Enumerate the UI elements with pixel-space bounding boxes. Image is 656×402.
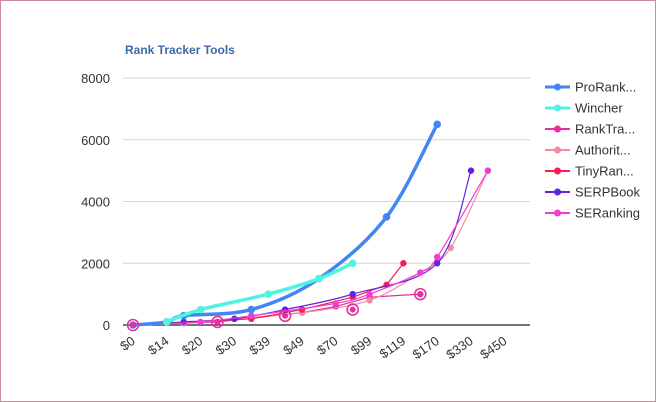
legend-swatch-dot xyxy=(554,125,561,133)
legend-swatch-dot xyxy=(554,104,561,112)
series-line-5 xyxy=(132,170,472,326)
data-point xyxy=(264,290,273,298)
legend-label: RankTra... xyxy=(575,122,635,137)
x-tick-label: $0 xyxy=(117,333,137,354)
legend-label: SERPBook xyxy=(575,185,641,200)
x-tick-label: $119 xyxy=(377,333,409,361)
x-tick-label: $49 xyxy=(280,333,306,358)
data-point xyxy=(467,167,475,174)
data-point xyxy=(332,300,339,307)
highlight-marker xyxy=(126,318,140,332)
y-tick-label: 8000 xyxy=(81,71,110,86)
legend-swatch-dot xyxy=(554,188,561,196)
legend-swatch-dot xyxy=(554,83,561,91)
data-point xyxy=(417,269,424,276)
data-point xyxy=(348,259,357,268)
y-tick-label: 0 xyxy=(103,318,110,333)
series-line-1 xyxy=(165,261,355,324)
data-point xyxy=(163,318,171,326)
data-point xyxy=(315,274,323,283)
highlight-marker xyxy=(278,309,292,323)
data-point xyxy=(434,260,441,267)
highlight-marker xyxy=(211,315,224,329)
data-point xyxy=(434,253,441,261)
series-line-2 xyxy=(132,293,421,326)
highlight-marker-dot xyxy=(349,306,356,313)
x-tick-label: $70 xyxy=(314,333,340,358)
data-point xyxy=(400,260,407,267)
data-point xyxy=(433,120,442,129)
x-tick-label: $170 xyxy=(410,333,442,362)
data-point xyxy=(366,290,373,298)
data-point xyxy=(196,305,205,314)
series-line-0 xyxy=(131,122,439,327)
highlight-marker xyxy=(346,303,360,316)
x-tick-label: $30 xyxy=(213,333,239,358)
series-line-3 xyxy=(132,170,489,326)
legend-label: Authorit... xyxy=(575,143,631,158)
legend-swatch-dot xyxy=(554,167,561,175)
highlight-marker xyxy=(413,287,427,301)
legend-label: ProRank... xyxy=(575,80,636,95)
highlight-marker-dot xyxy=(214,318,221,325)
legend-swatch-dot xyxy=(554,209,561,217)
legend-label: Wincher xyxy=(575,101,623,116)
x-tick-label: $330 xyxy=(443,333,475,362)
x-tick-label: $20 xyxy=(179,333,205,358)
x-tick-label: $14 xyxy=(145,333,171,358)
chart-title: Rank Tracker Tools xyxy=(125,43,235,57)
y-tick-label: 4000 xyxy=(81,195,110,210)
data-point xyxy=(197,318,204,326)
data-point xyxy=(231,315,238,323)
data-point xyxy=(366,297,373,304)
data-point xyxy=(180,318,187,326)
data-point xyxy=(247,305,256,314)
data-point xyxy=(248,312,255,319)
data-point xyxy=(447,244,454,252)
data-point xyxy=(349,290,356,298)
x-tick-label: $99 xyxy=(348,333,374,358)
x-tick-label: $39 xyxy=(247,333,273,358)
x-tick-label: $450 xyxy=(477,333,509,362)
highlight-marker-dot xyxy=(417,291,424,298)
highlight-marker-dot xyxy=(130,322,136,328)
y-tick-label: 2000 xyxy=(81,256,110,271)
legend-label: SERanking xyxy=(575,206,640,221)
highlight-marker-dot xyxy=(282,312,289,319)
data-point xyxy=(484,167,492,174)
legend-label: TinyRan... xyxy=(575,164,634,179)
y-tick-label: 6000 xyxy=(81,133,110,148)
series-line-6 xyxy=(132,170,489,326)
legend-swatch-dot xyxy=(554,146,561,154)
data-point xyxy=(382,213,391,221)
